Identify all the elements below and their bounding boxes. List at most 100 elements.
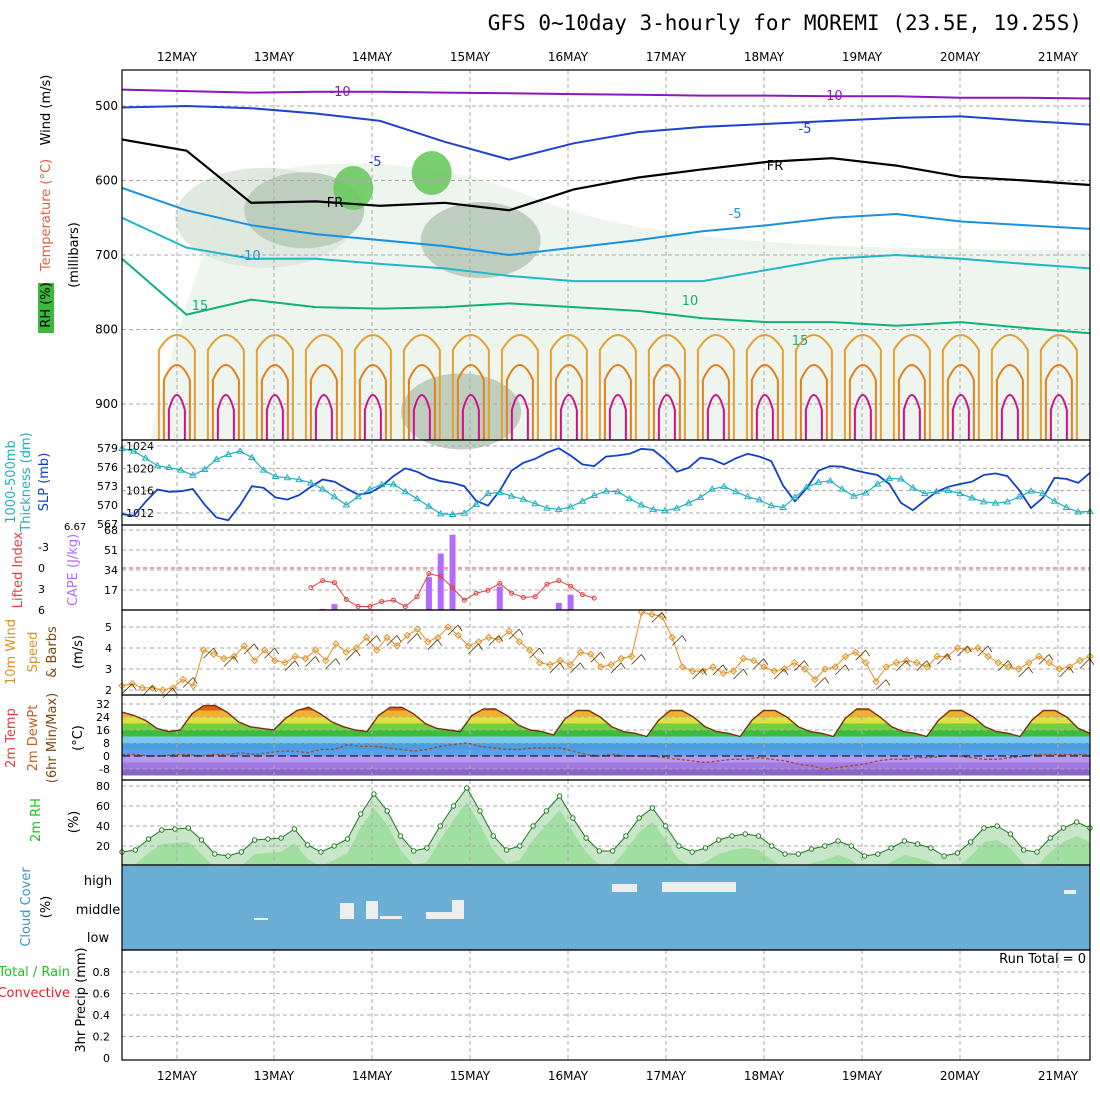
precip-frame — [121, 949, 1091, 1061]
rh-patch — [420, 202, 541, 279]
warm-contour — [157, 334, 196, 440]
rh2m-panel: 20 40 60 80 2m RH (%) — [29, 779, 1093, 879]
thickness-marker — [649, 505, 658, 512]
thickness-marker — [814, 478, 823, 485]
temp-band — [122, 730, 1090, 737]
lifted-index-marker — [568, 583, 574, 589]
thickness-marker — [578, 497, 587, 504]
wind-speed-marker — [913, 658, 921, 667]
wind-speed-marker — [688, 667, 697, 675]
wind-speed-marker — [597, 663, 605, 671]
rh-marker — [570, 815, 576, 821]
rh-marker — [344, 836, 351, 842]
lifted-index-marker — [426, 571, 432, 577]
wind-barb — [977, 645, 993, 657]
thickness-marker — [129, 447, 138, 454]
rh-patch — [401, 373, 522, 450]
rh-marker — [609, 848, 616, 854]
warm-contour — [853, 394, 872, 440]
cape-lifted-panel: 17 34 51 68 6.67 -3 0 3 6 Lifted Index CAPE (J/kg) — [11, 522, 1091, 617]
thickness-marker — [779, 503, 787, 511]
rh-marker — [185, 825, 192, 831]
wind-speed-marker — [169, 684, 177, 692]
rh-marker — [596, 848, 603, 854]
wind-barb — [570, 662, 585, 674]
thickness-marker — [295, 475, 303, 483]
thickness-marker — [1038, 489, 1047, 497]
wind-speed-marker — [383, 633, 391, 642]
wind-speed-marker — [821, 665, 829, 673]
temp-line — [121, 704, 1091, 738]
slp-line — [121, 447, 1091, 522]
warm-contour — [167, 394, 186, 440]
top-date-label: 17MAY — [646, 50, 687, 64]
thickness-marker — [436, 509, 445, 517]
warm-contour — [603, 364, 632, 440]
wind-speed-marker — [994, 658, 1002, 667]
warm-contour — [897, 364, 926, 440]
wind-speed-marker — [923, 663, 931, 671]
cape-bar — [555, 602, 562, 610]
lifted-index-marker — [509, 590, 515, 596]
isotherm-line — [121, 104, 1091, 161]
warm-contour — [1044, 364, 1073, 440]
isotherm-line — [121, 88, 1091, 100]
rh-marker — [543, 808, 550, 814]
cape-bar — [567, 594, 574, 610]
thickness-marker — [861, 488, 870, 496]
cloud-unit-label: (%) — [39, 896, 54, 919]
warm-contour — [162, 364, 191, 440]
rh-legend-swatch — [38, 283, 54, 333]
precip-tick-label: 0.8 — [93, 966, 111, 979]
rh-marker — [490, 833, 496, 839]
temp-axis-label2: 2m DewPt — [26, 705, 41, 772]
bottom-date-label: 15MAY — [450, 1069, 491, 1083]
lifted-index-marker — [355, 604, 361, 609]
warm-contour — [995, 364, 1024, 440]
wind-speed-marker — [790, 658, 799, 667]
temperature-axis-label: Temperature (°C) — [39, 159, 54, 272]
bottom-date-label: 17MAY — [646, 1069, 687, 1083]
thickness-marker — [484, 489, 492, 497]
thickness-marker — [543, 504, 551, 511]
wind-speed-marker — [984, 652, 992, 661]
thickness-marker — [755, 495, 764, 503]
rh-marker — [928, 845, 934, 851]
cloud-high-bar — [612, 884, 637, 892]
warm-contour — [500, 334, 539, 440]
thickness-marker — [507, 492, 516, 499]
wind-speed-marker — [576, 648, 585, 656]
rh-tick-label: 40 — [96, 820, 110, 833]
warm-contour — [745, 334, 784, 440]
thickness-marker — [413, 494, 422, 502]
thickness-marker — [613, 487, 622, 495]
wind-barb — [671, 635, 687, 646]
contour-label: 10 — [682, 294, 699, 309]
cloud-mid-bar — [452, 900, 464, 919]
thickness-marker — [177, 466, 185, 473]
rh-marker — [1074, 819, 1080, 825]
wind-speed-marker — [943, 652, 952, 661]
wind-barb — [855, 649, 870, 661]
rh-marker — [424, 845, 430, 851]
rh-marker — [1034, 849, 1040, 855]
wind-axis-label: 10m Wind — [4, 619, 19, 685]
thickness-marker — [720, 482, 728, 490]
warm-contour — [549, 334, 588, 440]
warm-contour — [265, 394, 284, 440]
cape-bar — [437, 553, 444, 610]
cape-tick-label: 17 — [104, 584, 118, 597]
thickness-tick-label: 579 — [97, 442, 118, 455]
wind-speed-marker — [159, 686, 167, 694]
wind-speed-marker — [525, 646, 534, 654]
thickness-marker — [956, 489, 965, 497]
wind-barb — [590, 652, 606, 663]
wind-tick-label: 2 — [105, 684, 112, 697]
rh-marker — [649, 805, 656, 811]
wind-speed-marker — [780, 665, 789, 673]
wind-speed-marker — [260, 646, 269, 654]
thickness-marker — [236, 447, 244, 454]
rh-marker — [437, 823, 443, 829]
wind-speed-marker — [373, 646, 381, 654]
thickness-marker — [247, 453, 256, 460]
